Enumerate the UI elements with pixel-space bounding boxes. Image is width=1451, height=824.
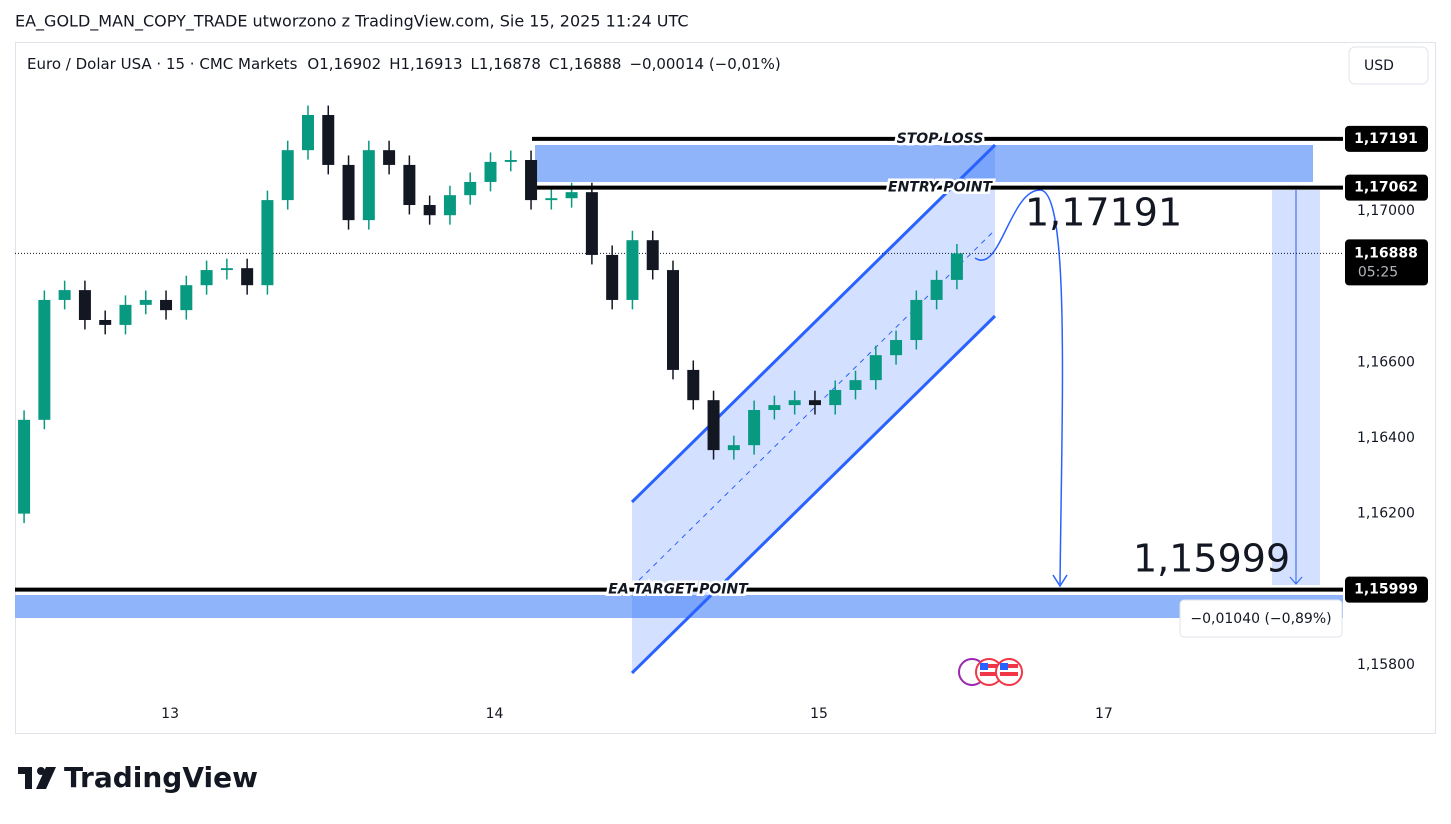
candle-body <box>464 181 477 196</box>
candle-body <box>525 160 538 201</box>
x-tick-label: 15 <box>810 706 828 722</box>
price-label: 1,17062 <box>1354 180 1418 196</box>
candle-body <box>626 240 639 300</box>
y-tick-label: 1,17000 <box>1357 203 1415 219</box>
candle-body <box>443 195 456 216</box>
candle-body <box>950 253 963 280</box>
logo-icon <box>18 767 56 789</box>
candle-body <box>910 299 923 341</box>
candle-body <box>281 150 294 201</box>
candle-body <box>241 268 254 286</box>
y-tick-label: 1,16200 <box>1357 506 1415 522</box>
price-label-box <box>1345 174 1428 201</box>
candle-body <box>829 389 842 406</box>
candle-body <box>666 270 679 370</box>
candle-body <box>78 290 91 320</box>
price-label: 1,17191 <box>1354 131 1418 147</box>
candle-body <box>808 400 821 406</box>
candle-body <box>727 445 740 451</box>
countdown: 05:25 <box>1358 264 1398 280</box>
legend: Euro / Dolar USA · 15 · CMC Markets O1,16… <box>27 55 781 73</box>
price-label-box <box>1345 576 1428 603</box>
candle-body <box>545 198 558 201</box>
y-tick-label: 1,16600 <box>1357 354 1415 370</box>
measure-box <box>1179 599 1343 638</box>
level-name: ENTRY POINT <box>888 180 993 196</box>
candle-body <box>18 419 31 514</box>
candle-body <box>119 304 132 325</box>
price-label: 1,15999 <box>1354 582 1418 598</box>
candle-body <box>565 192 578 199</box>
candle-body <box>58 290 71 300</box>
candle-body <box>342 164 355 221</box>
last-price-label: 1,16888 <box>1354 245 1418 261</box>
candle-body <box>606 254 619 300</box>
symbol: Euro / Dolar USA · 15 · CMC Markets <box>27 55 298 73</box>
candle-body <box>383 150 396 165</box>
x-tick-label: 14 <box>486 706 504 722</box>
candle-body <box>646 240 659 271</box>
x-tick-label: 13 <box>161 706 179 722</box>
candle-body <box>788 400 801 406</box>
measure-label: −0,01040 (−0,89%) <box>1190 611 1331 627</box>
ohlc-value: L1,16878 <box>471 55 541 73</box>
candle-body <box>301 114 314 151</box>
currency-button[interactable] <box>1348 46 1429 85</box>
candle-body <box>930 279 943 300</box>
logo-text: TradingView <box>64 761 258 794</box>
curved-arrowhead <box>1052 574 1068 588</box>
ohlc-value: H1,16913 <box>389 55 462 73</box>
y-tick-label: 1,16400 <box>1357 430 1415 446</box>
candle-body <box>707 400 720 451</box>
event-icons <box>958 658 1023 686</box>
candle-body <box>322 114 335 165</box>
annotation: 1,17191 <box>1025 191 1182 235</box>
candle-body <box>423 205 436 216</box>
candle-body <box>504 160 517 162</box>
candle-body <box>849 380 862 390</box>
x-tick-label: 17 <box>1095 706 1113 722</box>
annotation: 1,15999 <box>1133 537 1290 581</box>
target-zone <box>15 595 1343 618</box>
channel-top <box>630 143 997 504</box>
curved-arrow <box>974 189 1064 585</box>
candle-body <box>160 299 173 311</box>
stop-zone <box>535 145 1313 182</box>
candle-body <box>403 164 416 206</box>
candle-body <box>687 369 700 401</box>
candle-body <box>99 319 112 325</box>
header: EA_GOLD_MAN_COPY_TRADE utworzono z Tradi… <box>15 12 689 32</box>
level-name: STOP LOSS <box>897 131 984 147</box>
candle-body <box>139 299 152 305</box>
candle-body <box>585 192 598 255</box>
candle-body <box>768 405 781 411</box>
candle-body <box>220 268 233 271</box>
candle-body <box>890 340 903 356</box>
ohlc-value: O1,16902 <box>307 55 381 73</box>
y-tick-label: 1,15800 <box>1357 657 1415 673</box>
candle-body <box>200 270 213 286</box>
candle-body <box>484 161 497 182</box>
ohlc-value: −0,00014 (−0,01%) <box>629 55 780 73</box>
candle-body <box>362 150 375 221</box>
candle-body <box>180 285 193 311</box>
level-name: EA TARGET POINT <box>608 582 749 598</box>
channel-bottom <box>630 314 997 675</box>
price-label-box <box>1345 125 1428 152</box>
candle-body <box>38 299 51 420</box>
ohlc-value: C1,16888 <box>549 55 622 73</box>
candle-body <box>869 355 882 381</box>
candle-body <box>748 410 761 446</box>
last-price-box <box>1345 239 1428 286</box>
measure-arrowhead <box>1289 576 1303 585</box>
candle-body <box>261 200 274 286</box>
currency[interactable]: USD <box>1364 58 1394 74</box>
